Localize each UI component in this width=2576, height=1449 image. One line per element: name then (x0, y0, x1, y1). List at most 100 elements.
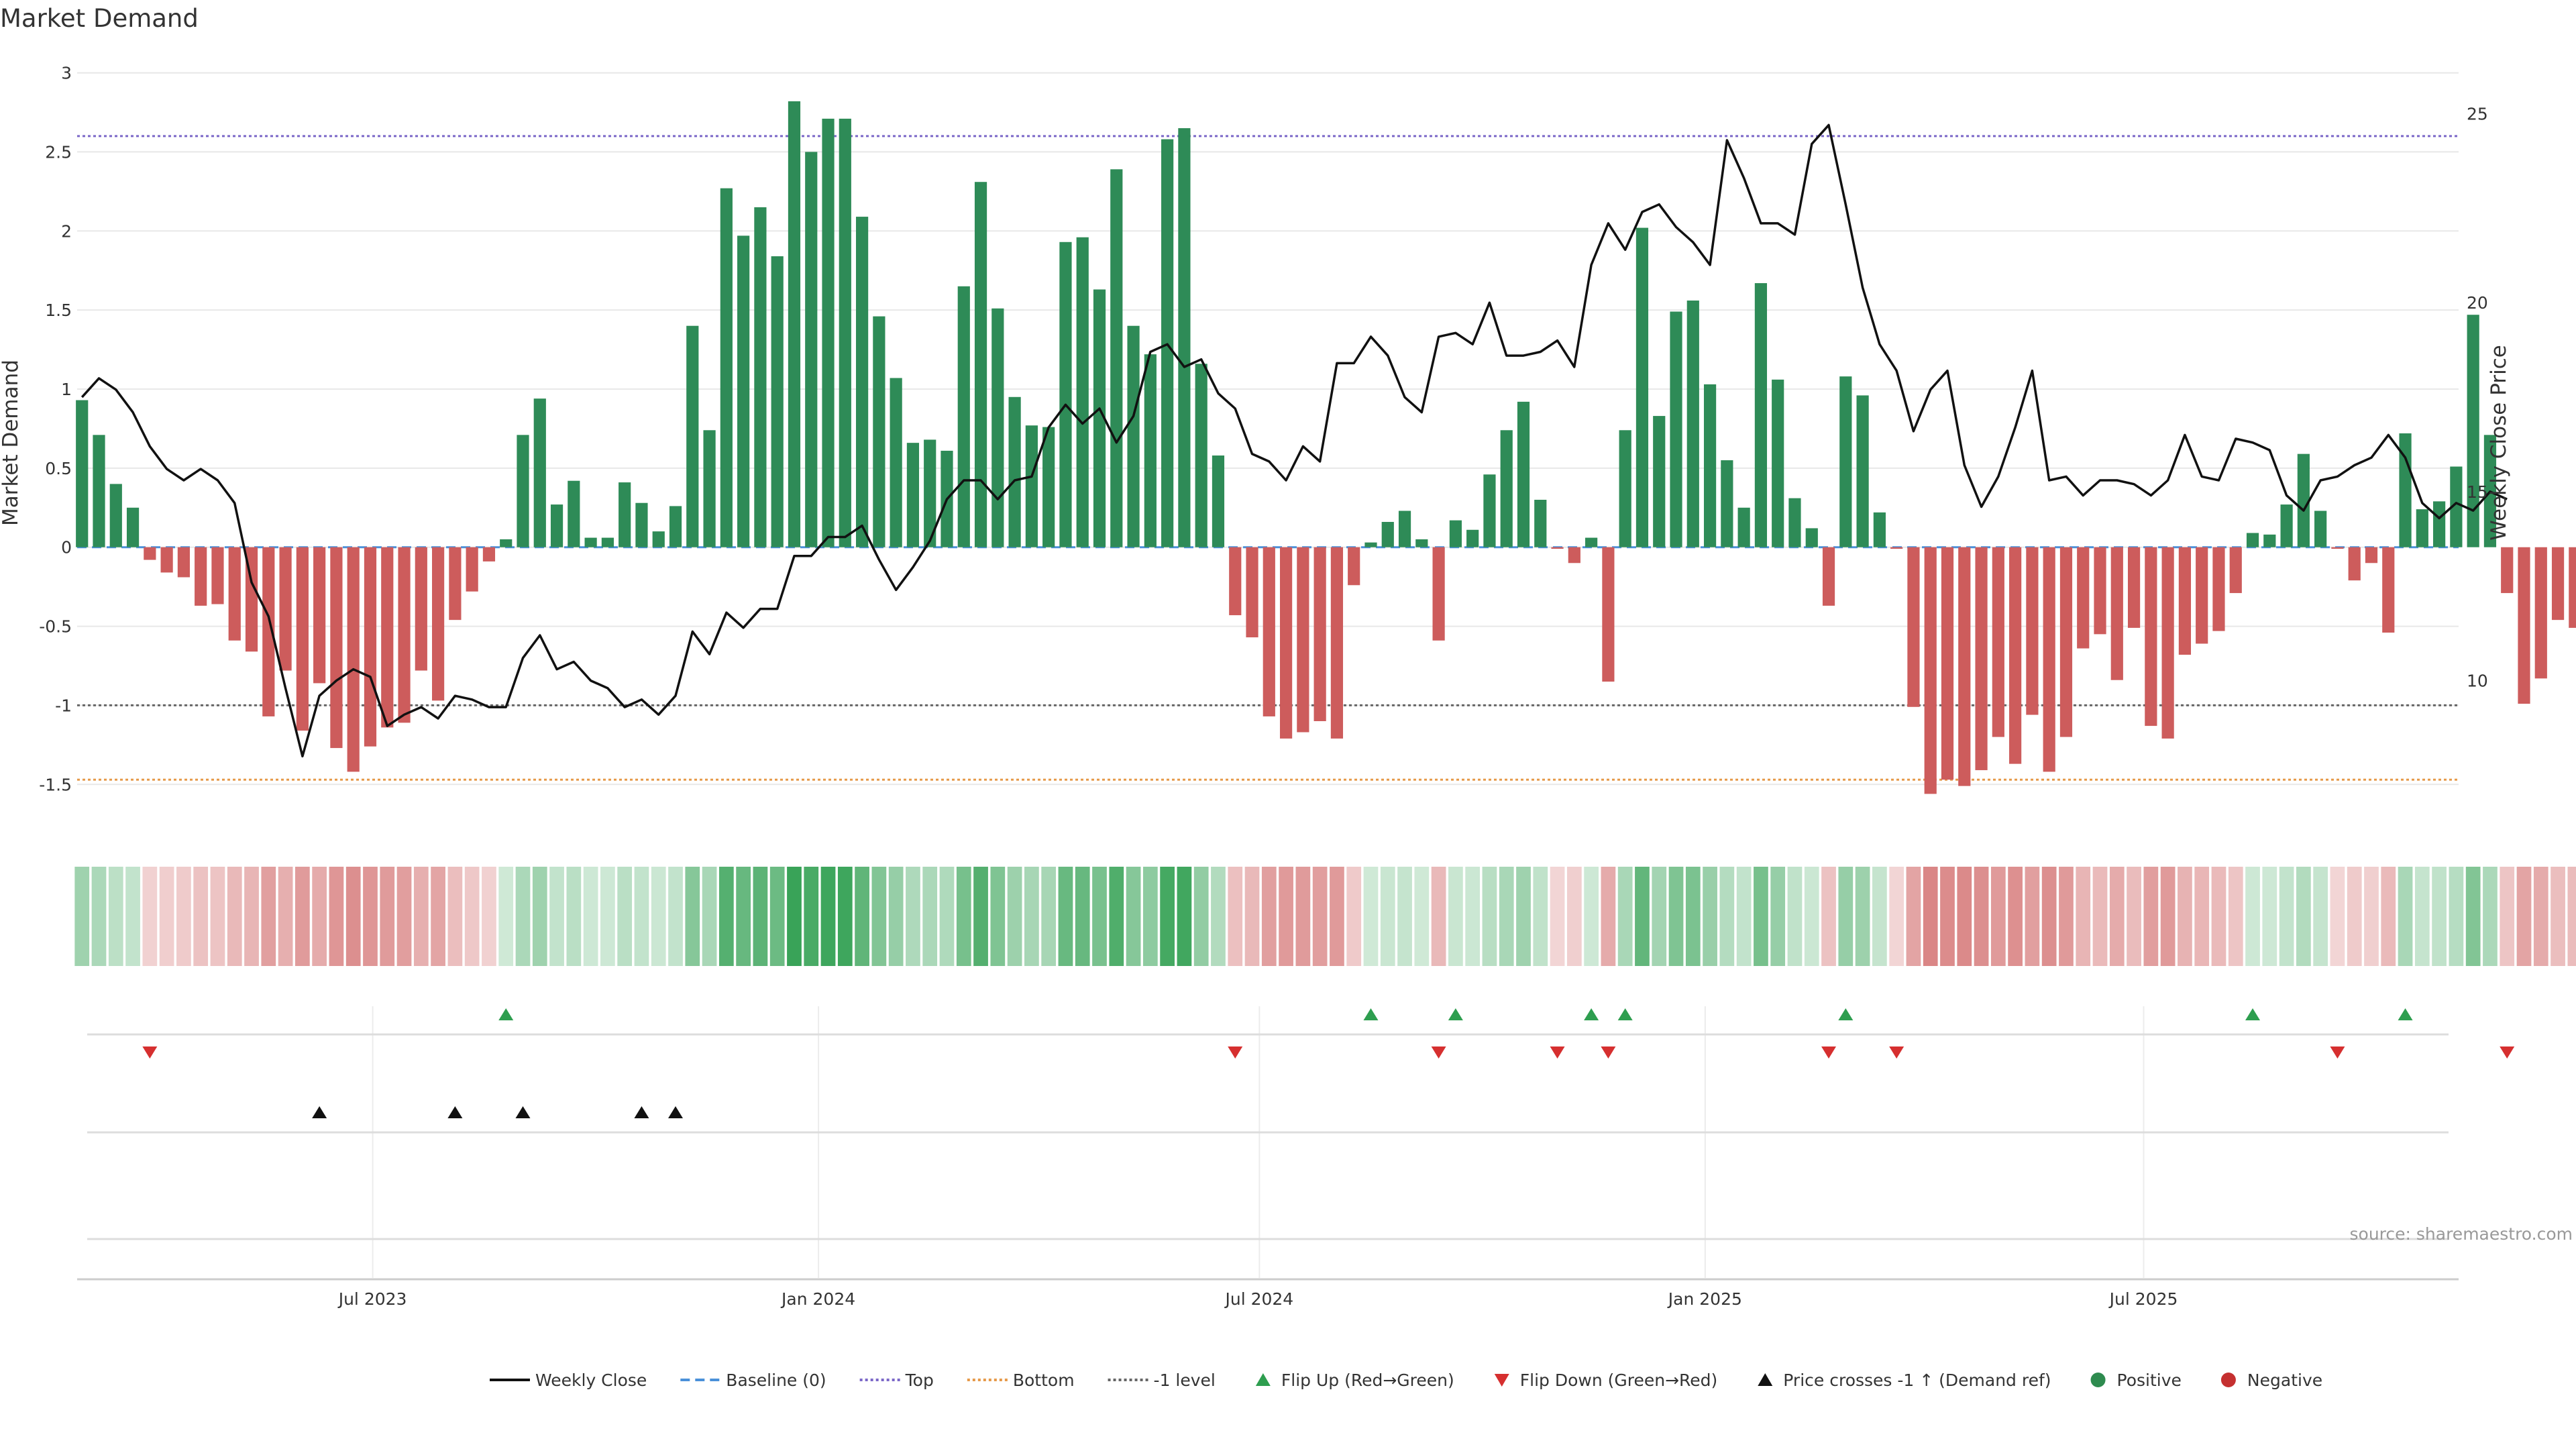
strip-cell (956, 867, 971, 966)
demand-bar (703, 430, 716, 547)
weekly-close-series (80, 123, 2508, 758)
strip-cell (1719, 867, 1735, 966)
strip-cell (1279, 867, 1293, 966)
demand-bar (1398, 511, 1411, 547)
legend-label: Bottom (1013, 1371, 1075, 1390)
strip-cell (498, 867, 514, 966)
strip-cell (2109, 867, 2125, 966)
demand-bar (737, 235, 750, 547)
strip-cell (1041, 867, 1057, 966)
strip-cell (922, 867, 938, 966)
strip-cell (1617, 867, 1633, 966)
demand-bar (2433, 501, 2446, 547)
demand-bar (144, 547, 156, 560)
strip-cell (837, 867, 853, 966)
strip-cell (413, 867, 429, 966)
demand-bar (1924, 547, 1937, 794)
flip-up-marker (1448, 1008, 1463, 1020)
strip-cell (345, 867, 361, 966)
legend-item: Flip Down (Green→Red) (1494, 1371, 1717, 1390)
demand-bar (652, 531, 665, 547)
demand-bar (517, 435, 529, 547)
strip-cell (1160, 867, 1175, 966)
y2-axis-ticks: 25 20 15 10 (2467, 105, 2488, 691)
demand-bar (550, 504, 564, 547)
demand-bar (1703, 384, 1717, 547)
flip-up-marker (498, 1008, 514, 1020)
demand-bar (2196, 547, 2208, 644)
demand-bar (754, 207, 767, 547)
demand-bar (2161, 547, 2174, 739)
legend-item: Bottom (967, 1371, 1075, 1390)
strip-cell (1872, 867, 1887, 966)
demand-bar (2212, 547, 2225, 631)
demand-bar (1008, 396, 1021, 547)
strip-cell (1007, 867, 1022, 966)
strip-cell (2211, 867, 2226, 966)
flip-up-marker (1617, 1008, 1633, 1020)
demand-bar (873, 316, 885, 547)
legend-item: Positive (2090, 1371, 2182, 1390)
flip-up-marker (1363, 1008, 1379, 1020)
legend-swatch (2220, 1373, 2236, 1387)
strip-cell (1990, 867, 2006, 966)
strip-cell (1380, 867, 1395, 966)
legend-swatch (2090, 1373, 2106, 1387)
y-axis-ticks: 3 2.5 2 1.5 1 0.5 0 -0.5 -1 -1.5 (39, 64, 72, 795)
strip-cell (2567, 867, 2576, 966)
flip-down-marker (1228, 1046, 1243, 1059)
strip-cell (1906, 867, 1921, 966)
demand-bar (449, 547, 462, 621)
legend: Weekly Close Baseline (0) Top Bottom -1 leve… (490, 1371, 2322, 1390)
flip-up-marker (2398, 1008, 2413, 1020)
y2-tick-label: 20 (2467, 293, 2488, 313)
demand-bar (1534, 500, 1547, 547)
demand-bar (2280, 504, 2293, 547)
demand-bar (1788, 498, 1801, 547)
strip-cell (1770, 867, 1786, 966)
strip-cell (2330, 867, 2345, 966)
strip-cell (1109, 867, 1124, 966)
strip-cell (855, 867, 869, 966)
strip-cell (1228, 867, 1243, 966)
y-tick-label: 1 (61, 380, 72, 399)
demand-bar (1822, 547, 1835, 606)
demand-bar (1415, 539, 1428, 547)
demand-bar (1941, 547, 1954, 780)
strip-cell (1736, 867, 1752, 966)
strip-cell (1754, 867, 1768, 966)
strip-cell (1889, 867, 1904, 966)
legend-item: Top (859, 1371, 934, 1390)
strip-cell (329, 867, 344, 966)
demand-bar (211, 547, 224, 604)
strip-cell (244, 867, 259, 966)
strip-cell (1957, 867, 1972, 966)
demand-bar (1348, 547, 1360, 586)
flip-up-marker (2245, 1008, 2261, 1020)
strip-cell (549, 867, 564, 966)
strip-cell (1126, 867, 1141, 966)
y-tick-label: 0 (61, 538, 72, 557)
y2-tick-label: 10 (2467, 672, 2488, 691)
legend-swatch (1255, 1373, 1271, 1386)
demand-bar (601, 537, 614, 547)
demand-bar (1059, 241, 1072, 547)
demand-bar (2094, 547, 2106, 635)
strip-cell (1804, 867, 1819, 966)
price-cross-marker (515, 1106, 531, 1118)
demand-bar (1754, 283, 1768, 547)
flip-down-marker (2500, 1046, 2515, 1059)
strip-cell (2041, 867, 2057, 966)
demand-bar (2450, 466, 2463, 547)
demand-bar (1025, 425, 1038, 547)
strip-cell (1940, 867, 1955, 966)
weekly-close-line (80, 123, 2508, 758)
x-tick-label: Jul 2023 (337, 1289, 407, 1309)
legend-item: -1 level (1108, 1371, 1216, 1390)
y2-tick-label: 25 (2467, 105, 2488, 124)
demand-bar (2416, 509, 2428, 547)
flip-down-marker (1821, 1046, 1837, 1059)
demand-bar (2534, 547, 2547, 679)
price-cross-marker (668, 1106, 684, 1118)
demand-bar (1178, 128, 1191, 547)
